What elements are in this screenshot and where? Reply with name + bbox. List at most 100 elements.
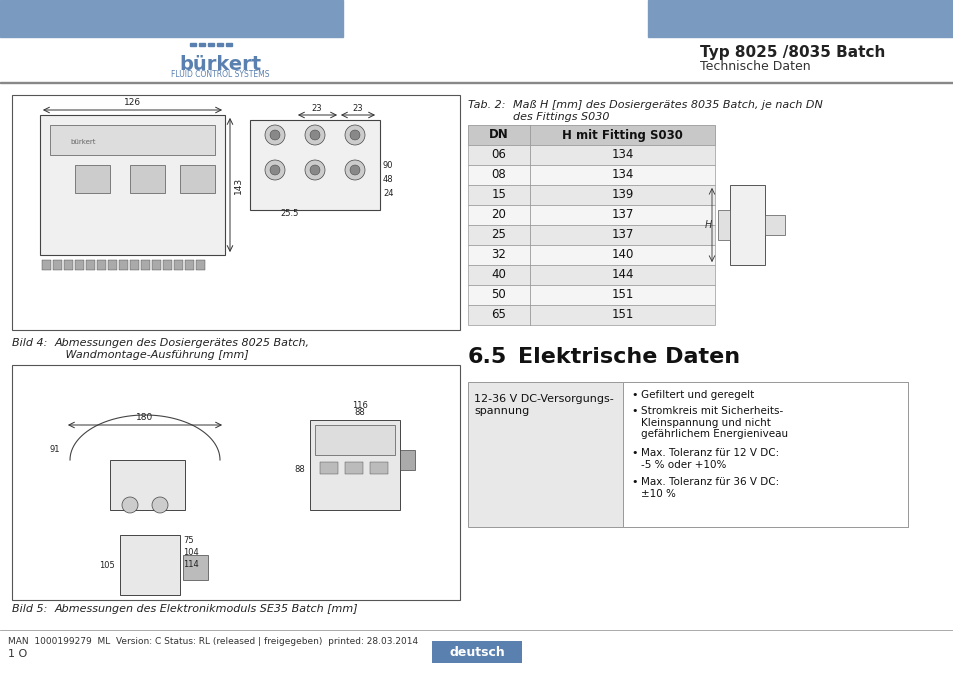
Bar (399, 450, 415, 470)
Text: Bild 4:: Bild 4: (12, 338, 48, 348)
Bar (12, 95, 459, 330)
Text: 137: 137 (611, 229, 633, 242)
Text: 139: 139 (611, 188, 633, 201)
Bar (468, 285, 714, 305)
Text: 23: 23 (312, 104, 322, 113)
Text: Elektrische Daten: Elektrische Daten (517, 347, 740, 367)
Bar (468, 125, 714, 145)
Text: 105: 105 (99, 561, 115, 569)
Bar (50, 125, 214, 155)
Text: 151: 151 (611, 308, 633, 322)
Circle shape (310, 130, 319, 140)
Text: Bild 5:: Bild 5: (12, 604, 48, 614)
Circle shape (122, 497, 138, 513)
Bar (647, 0, 953, 37)
Text: Stromkreis mit Sicherheits-
Kleinspannung und nicht
gefährlichem Energieniveau: Stromkreis mit Sicherheits- Kleinspannun… (640, 406, 787, 439)
Bar (468, 165, 714, 185)
Bar (468, 305, 714, 325)
Text: 151: 151 (611, 289, 633, 302)
Bar (195, 260, 205, 270)
Circle shape (310, 165, 319, 175)
Text: 134: 134 (611, 168, 633, 182)
Bar (370, 462, 388, 474)
Bar (718, 210, 729, 240)
Bar (75, 165, 110, 193)
Text: 88: 88 (355, 408, 365, 417)
Text: 12-36 V DC-Versorgungs-
spannung: 12-36 V DC-Versorgungs- spannung (474, 394, 613, 416)
Text: 90: 90 (382, 160, 393, 170)
Bar (729, 185, 764, 265)
Text: 24: 24 (382, 188, 393, 197)
Bar (97, 260, 106, 270)
Text: 140: 140 (611, 248, 633, 262)
Text: 25.5: 25.5 (280, 209, 298, 217)
Bar (432, 641, 521, 663)
Circle shape (345, 125, 365, 145)
Bar (468, 145, 714, 165)
Bar (468, 205, 714, 225)
Circle shape (350, 130, 359, 140)
Bar (622, 382, 907, 527)
Bar (199, 43, 205, 46)
Bar (226, 43, 232, 46)
Circle shape (305, 125, 325, 145)
Bar (208, 43, 213, 46)
Circle shape (265, 160, 285, 180)
Bar (130, 260, 139, 270)
Bar (468, 225, 714, 245)
Text: 65: 65 (491, 308, 506, 322)
Bar (310, 420, 399, 510)
Bar (180, 165, 214, 193)
Text: 32: 32 (491, 248, 506, 262)
Text: •: • (630, 390, 637, 400)
Bar (764, 215, 784, 235)
Circle shape (270, 165, 280, 175)
Bar (319, 462, 337, 474)
Bar (314, 425, 395, 455)
Text: 88: 88 (294, 466, 305, 474)
Bar (163, 260, 172, 270)
Bar (183, 555, 208, 580)
Text: Max. Toleranz für 12 V DC:
-5 % oder +10%: Max. Toleranz für 12 V DC: -5 % oder +10… (640, 448, 779, 470)
Text: 20: 20 (491, 209, 506, 221)
Circle shape (270, 130, 280, 140)
Bar (345, 462, 363, 474)
Text: Abmessungen des Dosiergerätes 8025 Batch,
   Wandmontage-Ausführung [mm]: Abmessungen des Dosiergerätes 8025 Batch… (55, 338, 310, 359)
Text: Gefiltert und geregelt: Gefiltert und geregelt (640, 390, 754, 400)
Text: Abmessungen des Elektronikmoduls SE35 Batch [mm]: Abmessungen des Elektronikmoduls SE35 Ba… (55, 604, 358, 614)
Bar (185, 260, 193, 270)
Bar (130, 165, 165, 193)
Bar (468, 382, 907, 527)
Bar (468, 265, 714, 285)
Text: 137: 137 (611, 209, 633, 221)
Text: Tab. 2:: Tab. 2: (468, 100, 505, 110)
Text: 134: 134 (611, 149, 633, 162)
Bar (42, 260, 51, 270)
Text: 40: 40 (491, 269, 506, 281)
Bar (250, 120, 379, 210)
Bar (75, 260, 84, 270)
Circle shape (152, 497, 168, 513)
Text: 50: 50 (491, 289, 506, 302)
Text: Typ 8025 /8035 Batch: Typ 8025 /8035 Batch (700, 45, 884, 60)
Text: 25: 25 (491, 229, 506, 242)
Bar (0, 0, 343, 37)
Bar (12, 365, 459, 600)
Text: bürkert: bürkert (179, 55, 261, 74)
Bar (141, 260, 150, 270)
Bar (108, 260, 117, 270)
Text: 126: 126 (124, 98, 141, 107)
Text: H mit Fitting S030: H mit Fitting S030 (561, 129, 682, 141)
Text: 75: 75 (183, 536, 193, 545)
Text: 23: 23 (353, 104, 363, 113)
Bar (64, 260, 73, 270)
Bar (40, 115, 225, 255)
Text: 48: 48 (382, 176, 394, 184)
Text: •: • (630, 406, 637, 416)
Text: 1 O: 1 O (8, 649, 28, 659)
Text: Maß H [mm] des Dosiergerätes 8035 Batch, je nach DN
des Fittings S030: Maß H [mm] des Dosiergerätes 8035 Batch,… (513, 100, 822, 122)
Circle shape (350, 165, 359, 175)
Text: deutsch: deutsch (449, 645, 504, 658)
Bar (173, 260, 183, 270)
Bar (110, 460, 185, 510)
